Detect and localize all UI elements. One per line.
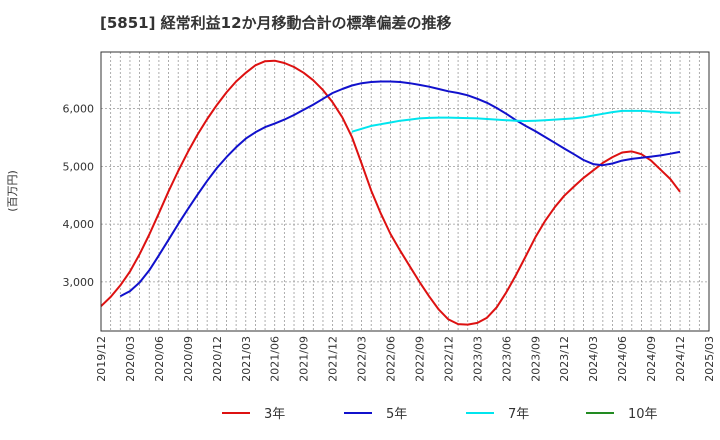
series-line-7年 — [351, 109, 680, 133]
x-tick-label: 2025/03 — [703, 336, 716, 382]
x-tick-label: 2024/03 — [587, 336, 600, 382]
y-axis-ticks: 3,000 4,000 5,000 6,000 — [63, 103, 95, 289]
plot-frame — [100, 51, 710, 332]
y-axis-label: (百万円) — [6, 170, 19, 212]
legend-label: 7年 — [508, 407, 529, 422]
x-tick-label: 2020/12 — [211, 336, 224, 382]
x-tick-label: 2021/06 — [269, 336, 282, 382]
x-tick-label: 2022/09 — [413, 336, 426, 382]
x-tick-label: 2024/06 — [616, 336, 629, 382]
x-tick-label: 2023/06 — [500, 336, 513, 382]
x-tick-label: 2022/06 — [385, 336, 398, 382]
series-lines — [100, 59, 681, 326]
series-line-3年 — [100, 59, 681, 326]
x-tick-label: 2021/09 — [298, 336, 311, 382]
x-tick-label: 2024/09 — [645, 336, 658, 382]
y-tick-label: 4,000 — [63, 218, 95, 231]
chart-title: [5851] 経常利益12か月移動合計の標準偏差の推移 — [100, 14, 452, 32]
legend-label: 3年 — [264, 407, 285, 422]
x-tick-label: 2021/12 — [327, 336, 340, 382]
grid — [100, 52, 710, 331]
legend-item: 3年 — [222, 407, 285, 422]
x-tick-label: 2021/03 — [240, 336, 253, 382]
x-tick-label: 2024/12 — [674, 336, 687, 382]
x-tick-label: 2023/12 — [558, 336, 571, 382]
x-tick-label: 2022/12 — [442, 336, 455, 382]
legend-label: 10年 — [628, 407, 658, 422]
legend-item: 10年 — [586, 407, 658, 422]
legend-label: 5年 — [386, 407, 407, 422]
y-tick-label: 5,000 — [63, 160, 95, 173]
y-tick-label: 6,000 — [63, 103, 95, 116]
x-tick-label: 2020/03 — [124, 336, 137, 382]
x-axis-ticks: 2019/12 2020/03 2020/06 2020/09 2020/12 2021/… — [95, 336, 716, 382]
x-tick-label: 2020/09 — [182, 336, 195, 382]
legend: 3年 5年 7年 10年 — [222, 407, 658, 422]
y-tick-label: 3,000 — [63, 276, 95, 289]
x-tick-label: 2022/03 — [356, 336, 369, 382]
legend-item: 7年 — [466, 407, 529, 422]
x-tick-label: 2019/12 — [95, 336, 108, 382]
x-tick-label: 2023/03 — [471, 336, 484, 382]
x-tick-label: 2020/06 — [153, 336, 166, 382]
series-line-5年 — [119, 80, 681, 298]
x-tick-label: 2023/09 — [529, 336, 542, 382]
legend-item: 5年 — [344, 407, 407, 422]
